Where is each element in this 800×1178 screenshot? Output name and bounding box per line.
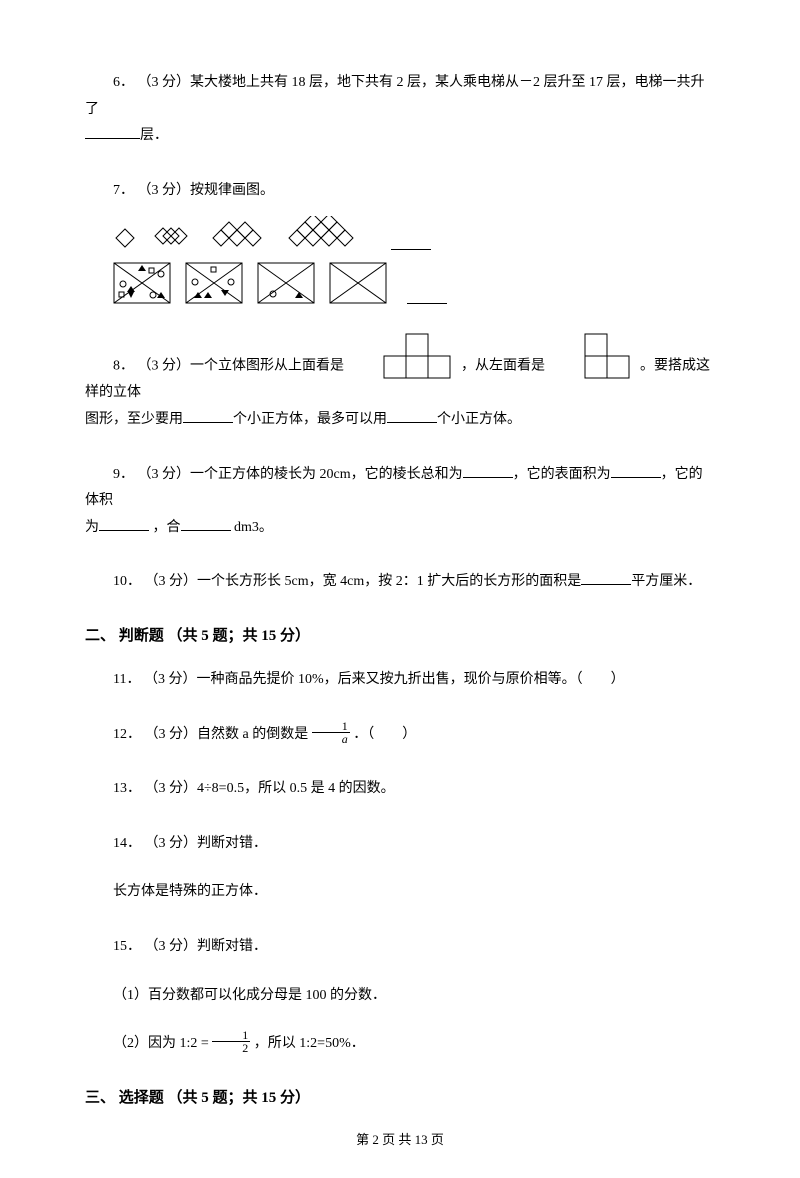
question-6: 6． （3 分）某大楼地上共有 18 层，地下共有 2 层，某人乘电梯从－2 层…: [85, 70, 715, 150]
question-11: 11． （3 分）一种商品先提价 10%，后来又按九折出售，现价与原价相等。（ …: [85, 667, 715, 694]
q-text: 一个正方体的棱长为 20cm，它的棱长总和为: [190, 467, 463, 482]
blank: [85, 124, 140, 139]
blank: [387, 408, 437, 423]
q15-sub2: （2）因为 1:2 = 12 ，所以 1:2=50%．: [85, 1031, 715, 1058]
q-text: 4÷8=0.5，所以 0.5 是 4 的因数。: [197, 781, 395, 796]
q-text: 判断对错．: [197, 836, 267, 851]
diamond-pattern-4: [287, 216, 371, 250]
box-pattern-4: [329, 262, 387, 304]
blank: [183, 408, 233, 423]
document-page: 6． （3 分）某大楼地上共有 18 层，地下共有 2 层，某人乘电梯从－2 层…: [0, 0, 800, 1178]
section-3-title: 三、 选择题 （共 5 题；共 15 分）: [85, 1086, 715, 1107]
q-points: （3 分）: [138, 75, 191, 90]
q-text: ，从左面看是: [461, 359, 545, 374]
q-num: 15．: [113, 939, 141, 954]
question-8: 8． （3 分）一个立体图形从上面看是 ，从左面看是 。要搭成这样的立体 图形，…: [85, 332, 715, 433]
q-text: 个小正方体。: [437, 412, 521, 427]
q-text: 一个立体图形从上面看是: [190, 359, 344, 374]
q-text: 一种商品先提价 10%，后来又按九折出售，现价与原价相等。（ ）: [196, 672, 624, 687]
q-num: 6．: [113, 75, 134, 90]
blank: [611, 463, 661, 478]
blank: [99, 516, 149, 531]
left-view-icon: [553, 332, 633, 380]
q-text: 一个长方形长 5cm，宽 4cm，按 2：1 扩大后的长方形的面积是: [197, 574, 581, 589]
q-num: 11．: [113, 672, 140, 687]
q-text: 为: [85, 520, 99, 535]
question-10: 10． （3 分）一个长方形长 5cm，宽 4cm，按 2：1 扩大后的长方形的…: [85, 569, 715, 596]
q-text: 图形，至少要用: [85, 412, 183, 427]
q15-sub1: （1）百分数都可以化成分母是 100 的分数．: [85, 983, 715, 1010]
q-text: 判断对错．: [197, 939, 267, 954]
q-text: （2）因为: [113, 1036, 180, 1051]
q-text: dm3。: [231, 520, 273, 535]
q-text: ，合: [149, 520, 181, 535]
q-points: （3 分）: [145, 727, 198, 742]
question-14: 14． （3 分）判断对错． 长方体是特殊的正方体．: [85, 831, 715, 906]
diamond-pattern-1: [113, 226, 137, 250]
q-num: 7．: [113, 183, 134, 198]
blank: [407, 289, 447, 304]
fraction-1-over-2: 12: [212, 1029, 250, 1054]
q-num: 10．: [113, 574, 141, 589]
q-text: 按规律画图。: [190, 183, 274, 198]
q-points: （3 分）: [138, 183, 191, 198]
question-7: 7． （3 分）按规律画图。: [85, 178, 715, 305]
blank: [463, 463, 513, 478]
fraction-1-over-a: 1a: [312, 720, 350, 745]
diamond-pattern-2: [151, 224, 195, 250]
q-points: （3 分）: [144, 672, 197, 687]
q-points: （3 分）: [145, 574, 198, 589]
q-points: （3 分）: [145, 781, 198, 796]
q-text: 个小正方体，最多可以用: [233, 412, 387, 427]
q-num: 13．: [113, 781, 141, 796]
question-13: 13． （3 分）4÷8=0.5，所以 0.5 是 4 的因数。: [85, 776, 715, 803]
box-pattern-3: [257, 262, 315, 304]
q-text: ，它的表面积为: [513, 467, 611, 482]
question-12: 12． （3 分）自然数 a 的倒数是 1a ．（ ）: [85, 722, 715, 749]
q-text: ，所以 1:2=50%．: [250, 1036, 364, 1051]
blank: [391, 235, 431, 250]
q-num: 9．: [113, 467, 134, 482]
q-points: （3 分）: [138, 359, 191, 374]
q14-sub: 长方体是特殊的正方体．: [85, 879, 715, 906]
diamond-pattern-3: [209, 220, 273, 250]
top-view-icon: [352, 332, 454, 380]
q-points: （3 分）: [145, 836, 198, 851]
section-2-title: 二、 判断题 （共 5 题；共 15 分）: [85, 624, 715, 645]
blank: [581, 570, 631, 585]
q-points: （3 分）: [145, 939, 198, 954]
question-15: 15． （3 分）判断对错． （1）百分数都可以化成分母是 100 的分数． （…: [85, 934, 715, 1058]
q-num: 8．: [113, 359, 134, 374]
q7-row-diamonds: [113, 216, 715, 250]
q-text: 平方厘米．: [631, 574, 701, 589]
box-pattern-2: [185, 262, 243, 304]
q-points: （3 分）: [138, 467, 191, 482]
q-num: 14．: [113, 836, 141, 851]
q-text: 层．: [140, 128, 168, 143]
question-9: 9． （3 分）一个正方体的棱长为 20cm，它的棱长总和为，它的表面积为，它的…: [85, 462, 715, 542]
q-num: 12．: [113, 727, 141, 742]
box-pattern-1: [113, 262, 171, 304]
q-text: ．（ ）: [350, 727, 417, 742]
blank: [181, 516, 231, 531]
q-text: 自然数 a 的倒数是: [197, 727, 312, 742]
q7-row-boxes: [113, 262, 715, 304]
